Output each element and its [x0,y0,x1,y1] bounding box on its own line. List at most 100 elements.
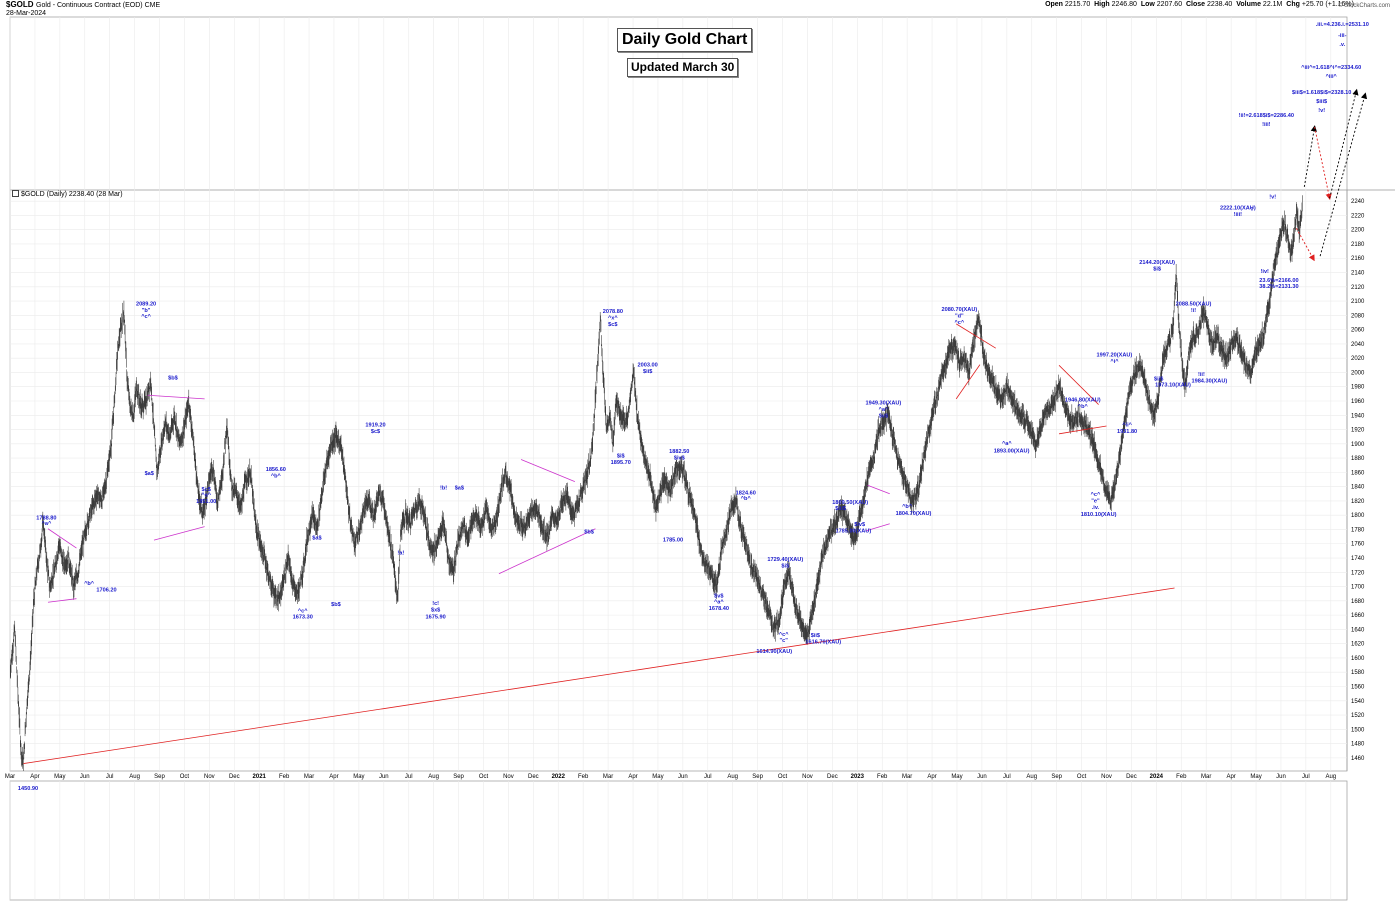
chg-value: +25.70 (+1.16%) [1301,1,1354,8]
x-tick-label: Sep [752,774,763,780]
target-label: !iii! [1262,122,1271,128]
wave-label: 1893.00(XAU) [994,448,1030,454]
y-tick-label: 1960 [1351,399,1365,405]
x-tick-label: Jul [704,774,712,780]
x-tick-label: Feb [1176,774,1187,780]
wave-label: !v! [1269,194,1276,200]
wave-label: $b$ [584,530,595,536]
wave-label: 2089.20 [136,301,156,307]
x-tick-label: Feb [578,774,589,780]
x-tick-label: Mar [902,774,912,780]
price-series [10,195,1303,771]
wave-label: "d" [955,313,964,319]
wave-label: 1788.80 [36,515,56,521]
x-tick-label: Apr [329,774,338,780]
wave-label: 2080.70(XAU) [941,307,977,313]
y-tick-label: 1800 [1351,513,1365,519]
wave-label: ^x^ [608,316,618,322]
wave-label: 2078.80 [603,309,623,315]
y-tick-label: 2140 [1351,271,1365,277]
y-tick-label: 1980 [1351,385,1365,391]
open-label: Open [1045,1,1063,8]
x-tick-label: Feb [279,774,290,780]
x-tick-label: Sep [1051,774,1062,780]
x-tick-label: Nov [802,774,813,780]
wave-label: "b" [142,308,151,314]
wave-label: ^c^ [298,608,308,614]
wave-label: $v$ [714,593,724,599]
y-tick-label: 1840 [1351,485,1365,491]
y-tick-label: 2200 [1351,228,1365,234]
x-tick-label: Jun [1276,774,1286,780]
x-tick-label: 2021 [253,774,267,780]
x-tick-label: Mar [603,774,613,780]
description-text: Gold - Continuous Contract (EOD) [36,2,143,9]
x-tick-label: Aug [727,774,738,780]
x-tick-label: May [54,774,65,780]
x-tick-label: Aug [1325,774,1336,780]
wave-label: 23.6%=2166.00 [1259,278,1298,284]
x-tick-label: Apr [30,774,39,780]
projection-arrow [1329,88,1359,199]
updated-box: Updated March 30 [627,58,739,77]
high-label: High [1094,1,1110,8]
target-label: -iii- [1338,33,1347,39]
wave-label: ^a^ [1002,441,1012,447]
wave-label: "c" [780,638,789,644]
trendline [865,523,890,532]
wave-label: ^b^ [902,504,913,510]
y-tick-label: 1620 [1351,642,1365,648]
trendline [153,526,205,541]
trendline [47,528,77,549]
y-tick-label: 1520 [1351,713,1365,719]
x-tick-label: Jun [80,774,90,780]
wave-label: 1729.40(XAU) [767,557,803,563]
wave-label: $a$ [455,485,465,491]
wave-label: 2003.00 [638,363,658,369]
wave-label: !a! [397,550,404,556]
x-tick-label: May [652,774,663,780]
y-tick-label: 1660 [1351,613,1365,619]
target-label: ^iii^=1.618^i^=2334.60 [1301,65,1361,71]
wave-label: ^b^ [1078,404,1089,410]
wave-label: 1984.30(XAU) [1191,378,1227,384]
x-tick-label: May [951,774,962,780]
x-tick-label: Aug [1026,774,1037,780]
wave-label: 1973.10(XAU) [1155,383,1191,389]
x-tick-label: Jul [106,774,114,780]
y-tick-label: 1760 [1351,542,1365,548]
wave-label: 1895.70 [611,460,631,466]
x-tick-label: 2023 [851,774,865,780]
x-tick-label: May [1250,774,1261,780]
y-tick-label: 2240 [1351,199,1365,205]
projection-arrow [1295,228,1315,262]
wave-label: $b$ [168,376,179,382]
wave-label: 1949.30(XAU) [866,401,902,407]
x-tick-label: Jul [405,774,413,780]
projection-arrow [1314,126,1332,201]
x-tick-label: Apr [1226,774,1235,780]
trendline [867,484,890,495]
x-tick-label: Oct [479,774,489,780]
wave-label: ^i^ [1110,359,1119,365]
target-label: .v. [1339,42,1345,48]
x-tick-label: Dec [229,774,240,780]
y-tick-label: 2000 [1351,370,1365,376]
wave-label: ? [1250,207,1254,213]
wave-label: $iii$ [835,506,847,512]
symbol-description: Gold - Continuous Contract (EOD) CME [36,2,160,10]
trendline [1058,365,1099,405]
wave-label: ^a^ [42,521,52,527]
wave-label: !i! [1191,308,1196,314]
wave-label: ^b^ [271,473,282,479]
x-tick-label: Nov [1101,774,1112,780]
x-tick-label: 2022 [552,774,566,780]
target-label: !v! [1318,108,1325,114]
y-tick-label: 1480 [1351,742,1365,748]
wave-label: $iv$ [854,522,866,528]
x-tick-label: Mar [1201,774,1211,780]
x-tick-label: May [353,774,364,780]
trendline [498,528,596,575]
volume-value: 22.1M [1262,1,1283,8]
wave-label: 1673.30 [293,615,313,621]
